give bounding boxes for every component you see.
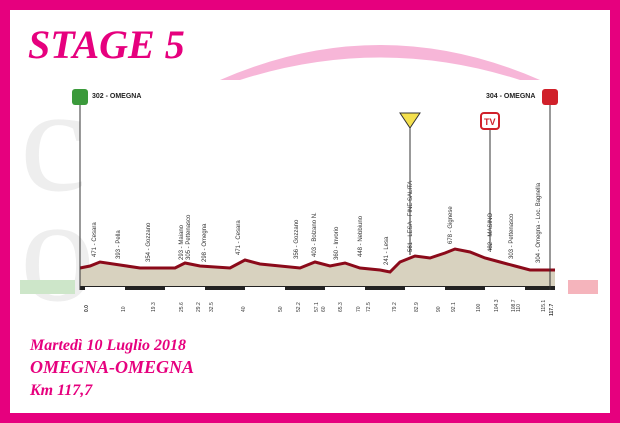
km-label: 65.3 (338, 302, 344, 312)
waypoint-label: 482 - MASINO (488, 213, 494, 252)
km-label: 104.3 (494, 299, 500, 312)
waypoint-label: 356 - Gozzano (294, 219, 300, 259)
waypoint-label: 241 - Lesa (384, 236, 390, 265)
km-label: 29.2 (196, 302, 202, 312)
km-label: 19.3 (151, 302, 157, 312)
km-label: 10 (121, 306, 127, 312)
km-label: 70 (356, 306, 362, 312)
waypoint-label: 561 - LESA - FINE SALITA (408, 181, 414, 252)
baseline (80, 286, 555, 290)
profile-area (80, 249, 555, 288)
waypoint-label: 471 - Cesara (236, 220, 242, 255)
waypoint-label: 298 - Omegna (202, 223, 208, 262)
end-km: 117.7 (549, 304, 555, 316)
km-label: 72.5 (366, 302, 372, 312)
waypoint-label: 303 - Pettenasco (509, 213, 515, 259)
date: Martedì 10 Luglio 2018 (29, 337, 186, 354)
start-icon (72, 89, 88, 105)
km-label: 100 (476, 303, 482, 312)
km-label: 110 (516, 304, 522, 312)
waypoint-label: 393 - Pella (116, 230, 122, 259)
km-label: 115.1 (541, 300, 547, 312)
km-label: 50 (278, 306, 284, 312)
km-bar (485, 287, 525, 290)
decor-letter: o (20, 167, 95, 333)
km-label: 57.1 (314, 302, 320, 312)
km-label: 90 (436, 306, 442, 312)
title: STAGE 5 (28, 22, 185, 67)
end-label: 304 - OMEGNA (486, 93, 535, 100)
waypoint-label: 471 - Cesara (92, 222, 98, 257)
waypoint-label: 360 - Invorio (334, 226, 340, 260)
decor-arc (220, 45, 540, 80)
km-bar (85, 287, 125, 290)
climb-icon (399, 112, 421, 129)
waypoint-label: 293 - Maiano (179, 224, 185, 260)
finish-icon (542, 89, 558, 105)
waypoint-label: 305 - Pettenasco (186, 214, 192, 260)
km-label: 79.2 (392, 302, 398, 312)
distance: Km 117,7 (29, 382, 93, 399)
decor-letter: c (20, 57, 87, 223)
km-bar (165, 287, 205, 290)
km-label: 92.1 (451, 302, 457, 312)
km-label: 25.6 (179, 302, 185, 312)
waypoint-label: 678 - Gignese (448, 206, 454, 244)
profile-line (79, 247, 555, 274)
km-bar (325, 287, 365, 290)
km-label: 32.5 (209, 302, 215, 312)
km-label: 60 (321, 306, 327, 312)
km-label: 82.9 (414, 302, 420, 312)
tv-icon (480, 112, 500, 130)
tv-text: TV (484, 117, 496, 127)
start-label: 302 - OMEGNA (92, 93, 141, 100)
waypoint-label: 354 - Gozzano (146, 222, 152, 262)
km-bar (405, 287, 445, 290)
decor-band (20, 280, 75, 294)
route: OMEGNA-OMEGNA (30, 357, 194, 377)
background (10, 10, 610, 413)
start-km: 0.0 (84, 305, 90, 312)
waypoint-label: 448 - Nebbiuno (358, 215, 364, 257)
km-label: 40 (241, 306, 247, 312)
km-bar (245, 287, 285, 290)
waypoint-label: 304 - Omegna - Loc. Bagnella (536, 182, 542, 263)
decor-band (568, 280, 598, 294)
waypoint-label: 403 - Bolzano N. (312, 212, 318, 257)
km-label: 52.2 (296, 302, 302, 312)
km-label: 108.7 (511, 299, 517, 312)
